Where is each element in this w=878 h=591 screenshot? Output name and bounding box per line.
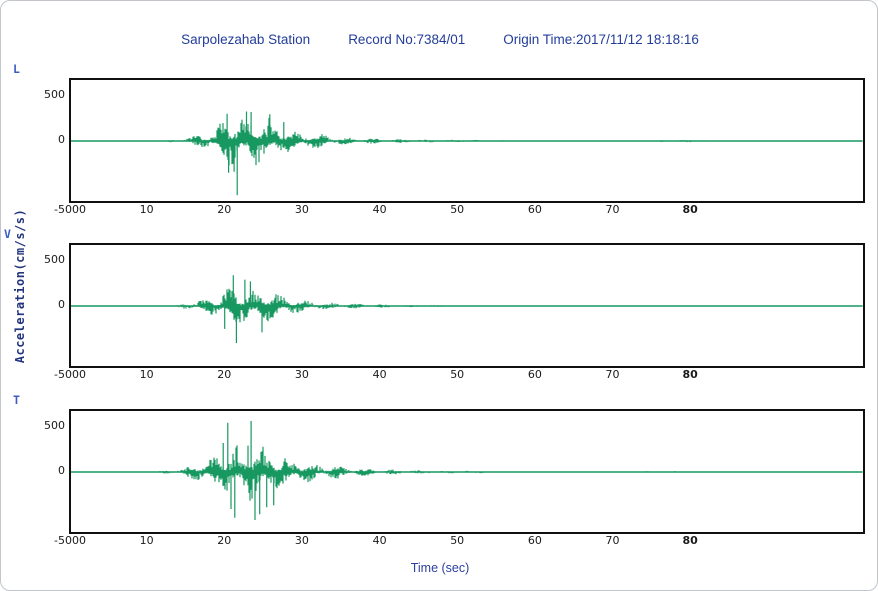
y-tick-0: 0 xyxy=(58,133,65,146)
x-tick-label: 70 xyxy=(605,368,620,381)
origin-time: Origin Time:2017/11/12 18:18:16 xyxy=(503,32,699,47)
x-tick-label: 60 xyxy=(527,368,542,381)
plot-area-t xyxy=(69,409,865,534)
corner-tick-label: -5000 xyxy=(54,534,86,547)
panel-channel-l: L 500 0 -5000 10 20 30 40 50 60 70 80 xyxy=(1,62,877,228)
x-tick-label: 70 xyxy=(605,203,620,216)
title-bar: Sarpolezahab Station Record No:7384/01 O… xyxy=(1,32,877,47)
waveform-trace-t xyxy=(71,421,863,520)
channel-label-t: T xyxy=(13,393,20,407)
waveform-trace-l xyxy=(71,111,863,196)
y-tick-0: 0 xyxy=(58,464,65,477)
waveform-trace-v xyxy=(71,275,863,343)
x-tick-label: 50 xyxy=(450,368,465,381)
x-tick-label: 20 xyxy=(217,203,232,216)
channel-label-l: L xyxy=(13,62,20,76)
x-tick-label: 10 xyxy=(139,203,154,216)
x-tick-row: 10 20 30 40 50 60 70 80 xyxy=(69,203,877,217)
x-tick-label: 60 xyxy=(527,534,542,547)
x-tick-label: 40 xyxy=(372,368,387,381)
station-name: Sarpolezahab Station xyxy=(181,32,311,47)
plot-area-v xyxy=(69,243,865,368)
x-tick-row: 10 20 30 40 50 60 70 80 xyxy=(69,534,877,548)
panel-channel-v: V 500 0 -5000 10 20 30 40 50 60 70 80 xyxy=(1,227,877,393)
channel-label-v: V xyxy=(4,227,11,241)
x-tick-label: 80 xyxy=(682,534,698,547)
x-tick-label: 10 xyxy=(139,368,154,381)
x-tick-label: 30 xyxy=(294,368,309,381)
x-tick-label: 10 xyxy=(139,534,154,547)
y-tick-500: 500 xyxy=(44,88,65,101)
plot-area-l xyxy=(69,78,865,203)
x-tick-label: 50 xyxy=(450,203,465,216)
x-tick-label: 20 xyxy=(217,368,232,381)
corner-tick-label: -5000 xyxy=(54,203,86,216)
record-number: Record No:7384/01 xyxy=(348,32,466,47)
x-tick-label: 30 xyxy=(294,534,309,547)
x-tick-label: 40 xyxy=(372,534,387,547)
x-tick-label: 80 xyxy=(682,203,698,216)
x-tick-label: 40 xyxy=(372,203,387,216)
x-tick-label: 30 xyxy=(294,203,309,216)
x-axis-label: Time (sec) xyxy=(410,561,470,575)
panel-channel-t: T 500 0 -5000 10 20 30 40 50 60 70 80 xyxy=(1,393,877,559)
x-tick-label: 80 xyxy=(682,368,698,381)
x-tick-label: 50 xyxy=(450,534,465,547)
x-tick-label: 60 xyxy=(527,203,542,216)
y-tick-500: 500 xyxy=(44,419,65,432)
y-tick-500: 500 xyxy=(44,253,65,266)
x-tick-row: 10 20 30 40 50 60 70 80 xyxy=(69,368,877,382)
corner-tick-label: -5000 xyxy=(54,368,86,381)
y-tick-0: 0 xyxy=(58,298,65,311)
x-tick-label: 20 xyxy=(217,534,232,547)
x-tick-label: 70 xyxy=(605,534,620,547)
